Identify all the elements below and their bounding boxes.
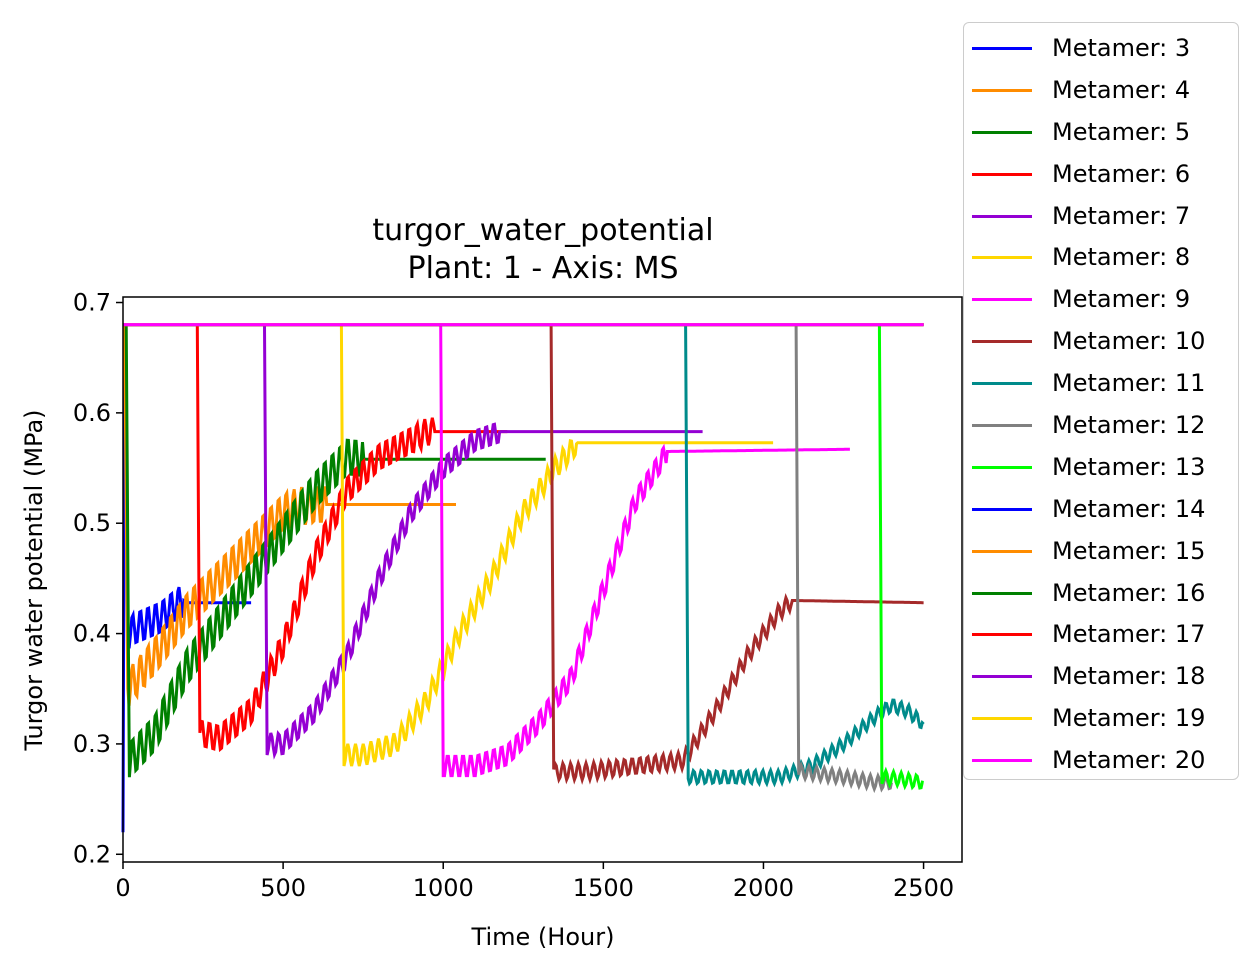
legend-swatch: [972, 298, 1032, 302]
legend-label: Metamer: 12: [1052, 411, 1206, 440]
legend-label: Metamer: 17: [1052, 620, 1206, 649]
series-line-3: [123, 323, 546, 778]
legend-swatch: [972, 424, 1032, 428]
y-tick-label: 0.7: [73, 289, 111, 317]
legend-swatch: [972, 549, 1032, 553]
legend-swatch: [972, 340, 1032, 344]
legend-label: Metamer: 14: [1052, 494, 1206, 523]
legend-item: Metamer: 6: [964, 153, 1238, 195]
plot-frame: [122, 296, 963, 863]
x-tick-label: 1000: [413, 874, 474, 902]
legend-label: Metamer: 3: [1052, 34, 1191, 62]
legend-item: Metamer: 19: [964, 697, 1238, 739]
legend-label: Metamer: 4: [1052, 75, 1191, 104]
legend-swatch: [972, 465, 1032, 469]
legend-swatch: [972, 507, 1032, 511]
y-tick-label: 0.3: [73, 730, 111, 758]
legend-item: Metamer: 15: [964, 530, 1238, 572]
axis-ticks: 0 500 1000 1500 2000 2500 0.2 0.3 0.4 0.5 0.6 0.7: [73, 289, 954, 902]
x-tick-label: 0: [115, 874, 130, 902]
legend-label: Metamer: 9: [1052, 285, 1191, 314]
legend-swatch: [972, 214, 1032, 218]
legend-label: Metamer: 5: [1052, 117, 1191, 146]
legend-swatch: [972, 633, 1032, 637]
legend-label: Metamer: 15: [1052, 536, 1206, 565]
legend-item: Metamer: 11: [964, 362, 1238, 404]
legend-label: Metamer: 16: [1052, 578, 1206, 607]
x-tick-label: 2000: [733, 874, 794, 902]
legend-item: Metamer: 5: [964, 111, 1238, 153]
legend-item: Metamer: 7: [964, 195, 1238, 237]
legend-item: Metamer: 17: [964, 613, 1238, 655]
plot-lines: [121, 323, 925, 833]
y-tick-label: 0.4: [73, 620, 111, 648]
legend-item: Metamer: 4: [964, 69, 1238, 111]
legend-label: Metamer: 13: [1052, 452, 1206, 481]
legend-swatch: [972, 88, 1032, 92]
legend-label: Metamer: 18: [1052, 662, 1206, 691]
legend-label: Metamer: 20: [1052, 746, 1206, 775]
legend-swatch: [972, 47, 1032, 50]
legend-label: Metamer: 7: [1052, 201, 1191, 230]
legend-item: Metamer: 12: [964, 404, 1238, 446]
legend-swatch: [972, 256, 1032, 260]
legend-item: Metamer: 3: [964, 27, 1238, 69]
legend-item: Metamer: 18: [964, 655, 1238, 697]
legend-item: Metamer: 14: [964, 488, 1238, 530]
series-line-5: [123, 323, 703, 760]
legend: Metamer: 3 Metamer: 4 Metamer: 5 Metamer: 6…: [963, 22, 1239, 780]
legend-item: Metamer: 9: [964, 278, 1238, 320]
legend-swatch: [972, 717, 1032, 721]
legend-item: Metamer: 16: [964, 572, 1238, 614]
series-line-6: [123, 323, 774, 767]
chart-title: turgor_water_potential: [372, 213, 713, 248]
x-tick-label: 1500: [573, 874, 634, 902]
legend-swatch: [972, 675, 1032, 679]
y-axis-label: Turgor water potential (MPa): [20, 409, 48, 751]
legend-label: Metamer: 19: [1052, 704, 1206, 733]
x-tick-label: 2500: [893, 874, 954, 902]
x-tick-label: 500: [260, 874, 306, 902]
legend-label: Metamer: 6: [1052, 159, 1191, 188]
legend-swatch: [972, 172, 1032, 176]
series-line-2: [123, 323, 456, 706]
legend-item: Metamer: 20: [964, 739, 1238, 781]
chart-subtitle: Plant: 1 - Axis: MS: [407, 251, 678, 286]
legend-swatch: [972, 591, 1032, 595]
y-tick-label: 0.6: [73, 399, 111, 427]
legend-label: Metamer: 11: [1052, 369, 1206, 398]
y-tick-label: 0.2: [73, 840, 111, 868]
legend-swatch: [972, 759, 1032, 763]
legend-swatch: [972, 130, 1032, 134]
legend-item: Metamer: 13: [964, 446, 1238, 488]
y-tick-label: 0.5: [73, 509, 111, 537]
legend-item: Metamer: 8: [964, 236, 1238, 278]
legend-label: Metamer: 10: [1052, 327, 1206, 356]
legend-swatch: [972, 382, 1032, 386]
x-axis-label: Time (Hour): [471, 923, 615, 951]
legend-item: Metamer: 10: [964, 320, 1238, 362]
legend-label: Metamer: 8: [1052, 243, 1191, 272]
